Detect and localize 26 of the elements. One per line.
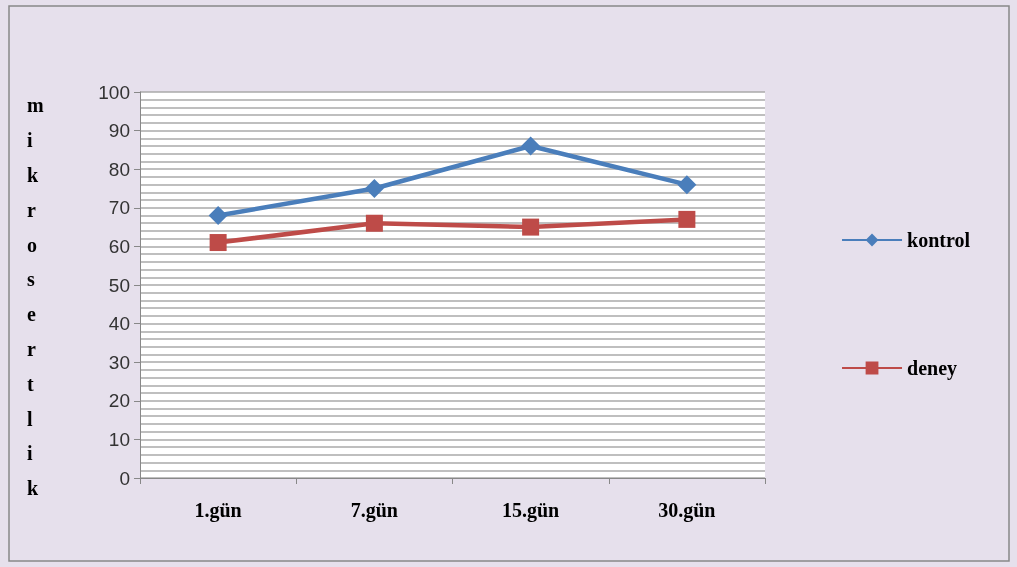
point	[365, 214, 383, 232]
y-tick-label: 70	[108, 197, 130, 219]
point	[678, 210, 696, 228]
y-tick-label: 60	[108, 235, 130, 257]
y-tick-label: 10	[108, 428, 130, 450]
point	[521, 136, 541, 156]
x-tick-label: 1.gün	[194, 499, 242, 522]
y-tick-label: 100	[98, 81, 130, 103]
x-tick-label: 7.gün	[350, 499, 398, 522]
y-tick-label: 20	[108, 390, 130, 412]
y-tick-label: 0	[119, 467, 130, 489]
y-tick-label: 90	[108, 120, 130, 142]
y-tick-label: 40	[108, 313, 130, 335]
y-tick-label: 50	[108, 274, 130, 296]
x-tick-label: 15.gün	[502, 499, 560, 522]
y-tick-label: 80	[108, 158, 130, 180]
x-tick-label: 30.gün	[658, 499, 716, 522]
point	[522, 218, 540, 236]
point	[208, 206, 228, 226]
legend-label: kontrol	[907, 229, 971, 251]
y-tick-label: 30	[108, 351, 130, 373]
text: mikrosertlik	[27, 94, 44, 500]
legend-label: deney	[907, 357, 958, 380]
point	[209, 234, 227, 252]
point	[364, 179, 384, 198]
point	[677, 175, 697, 195]
